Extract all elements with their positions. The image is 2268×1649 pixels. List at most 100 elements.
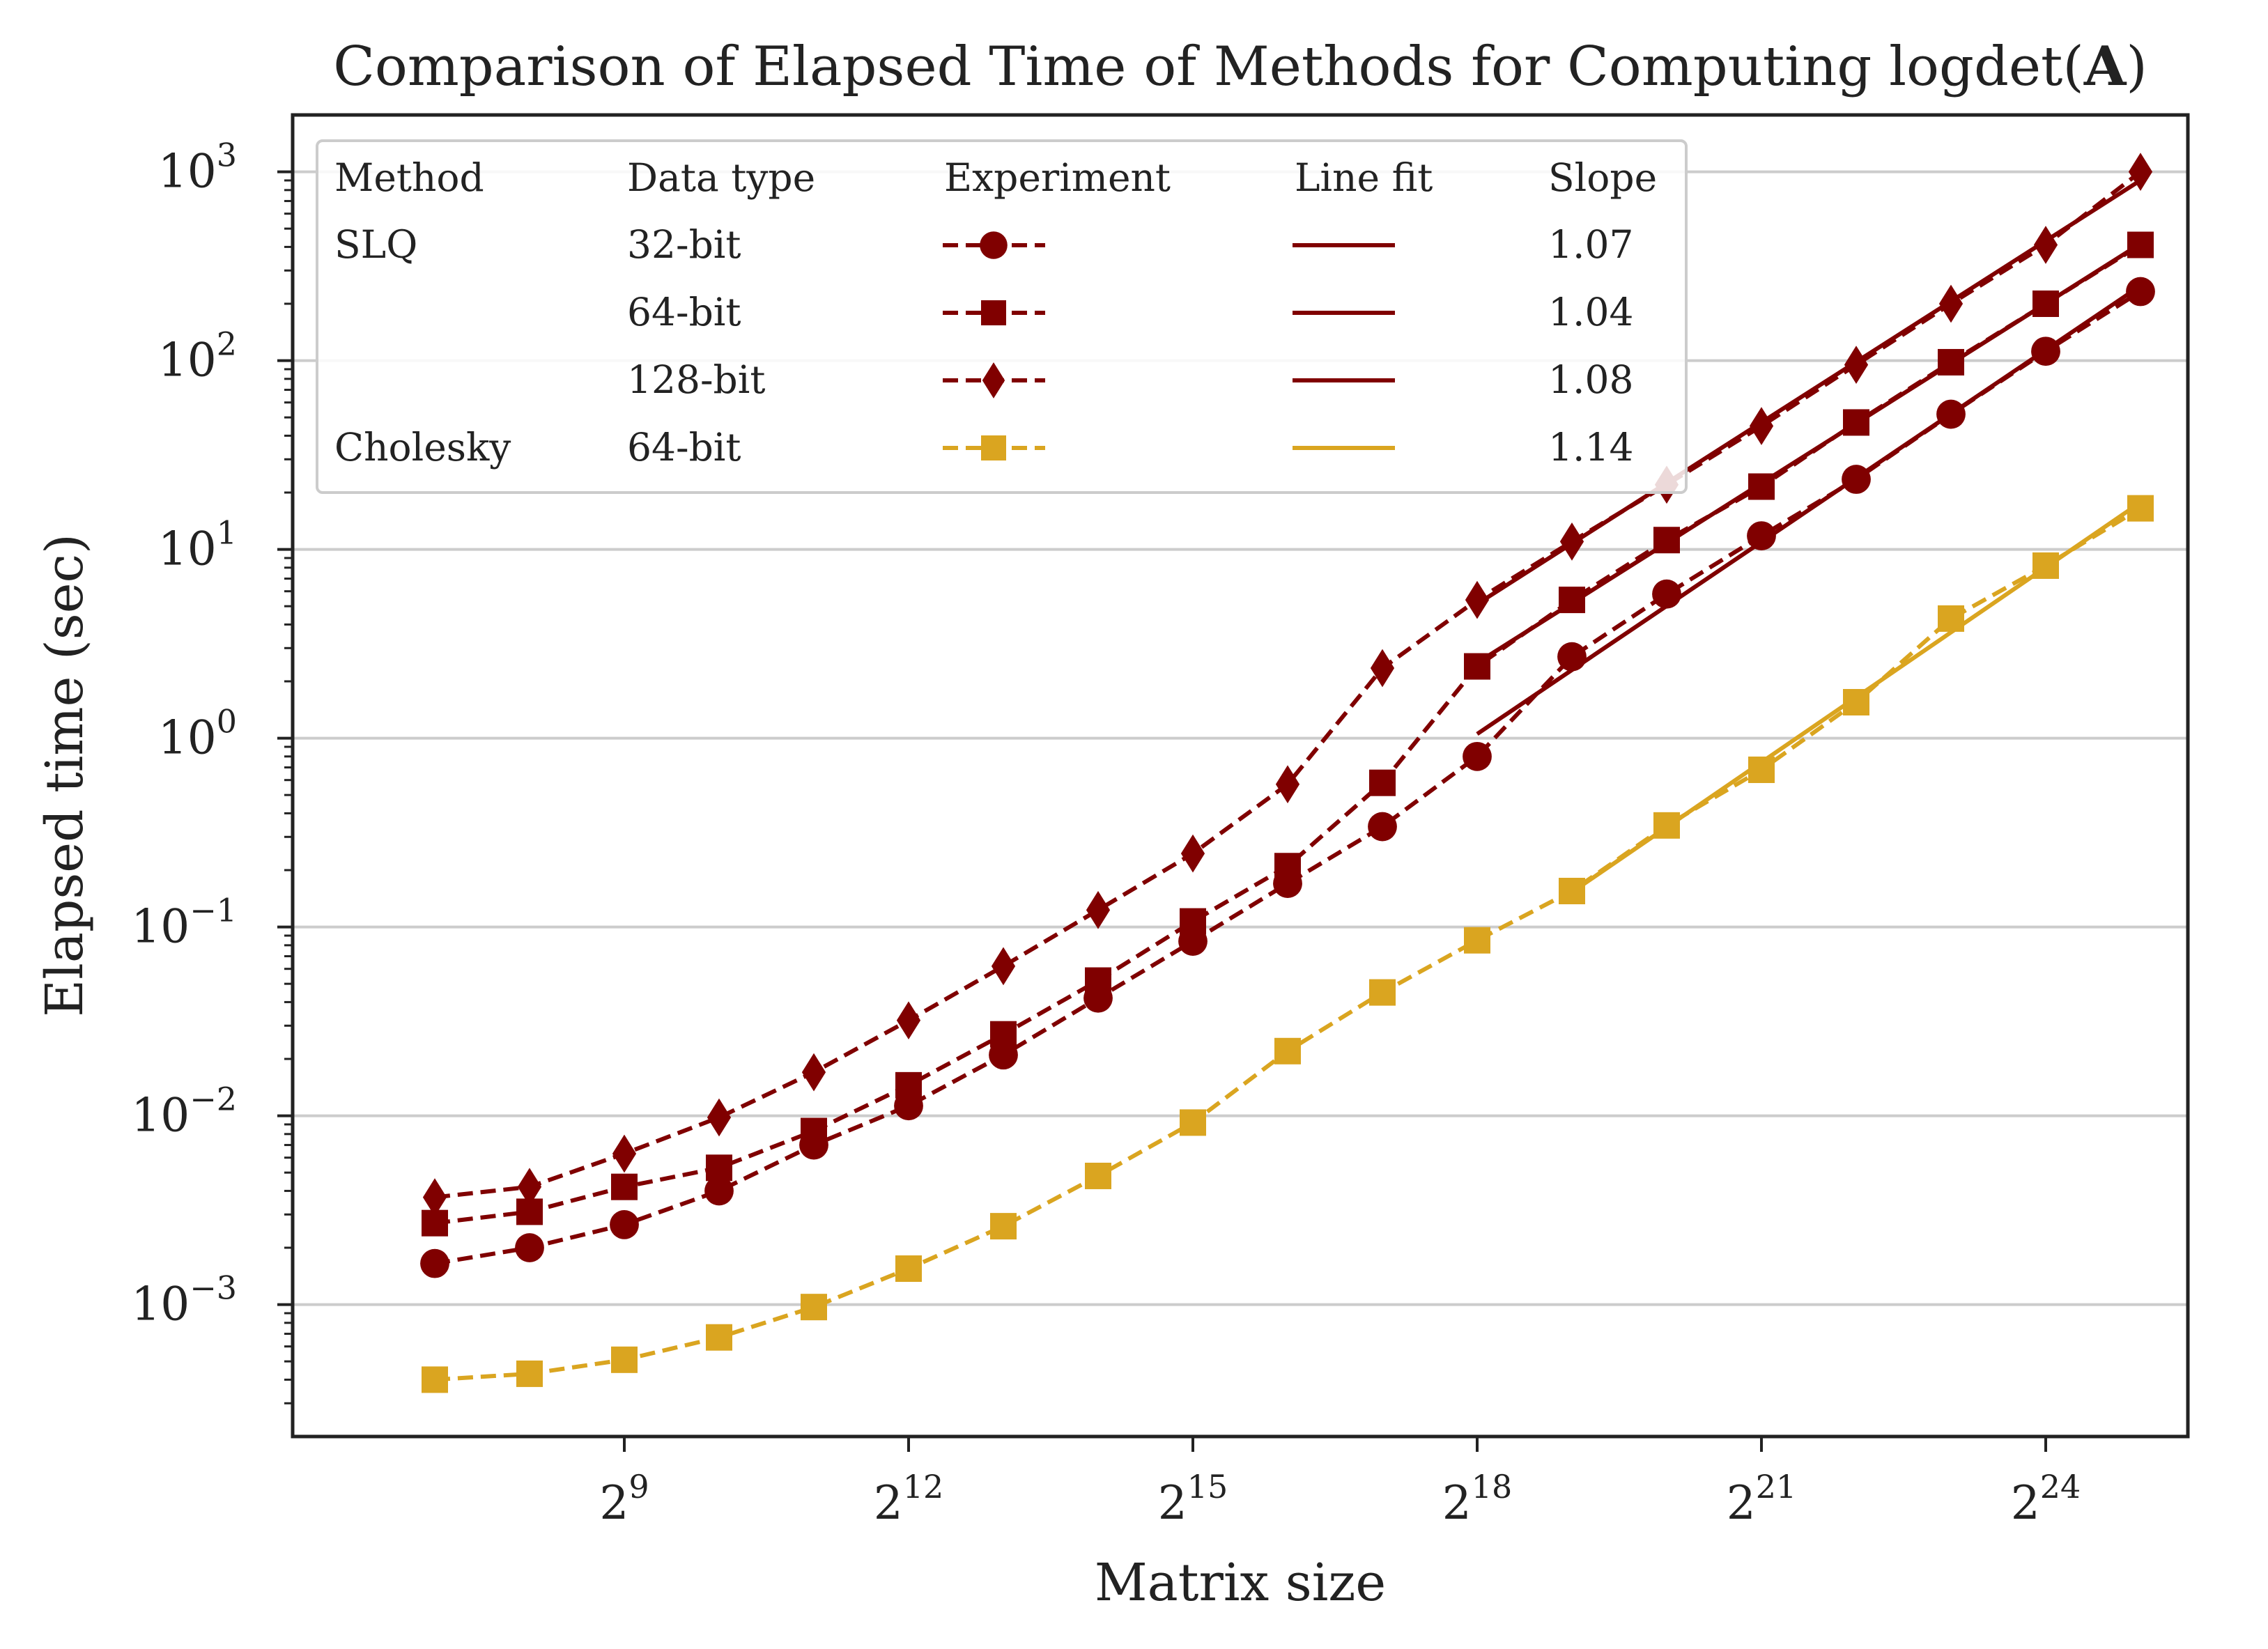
data-point <box>1085 967 1111 994</box>
data-point <box>1653 527 1680 554</box>
series-line <box>434 506 2142 1382</box>
y-tick-label: 10−3 <box>131 1269 237 1331</box>
data-point <box>989 1040 1018 1070</box>
data-point <box>1369 769 1396 796</box>
legend-slope: 1.08 <box>1548 357 1633 402</box>
data-point <box>1748 473 1775 500</box>
data-point <box>707 1098 732 1137</box>
data-point <box>1180 1109 1206 1136</box>
data-point <box>1369 979 1396 1006</box>
data-point <box>990 1021 1017 1048</box>
series-1 <box>422 231 2154 1237</box>
data-point <box>1748 756 1775 783</box>
data-point <box>895 1255 922 1282</box>
x-tick-label: 224 <box>2011 1468 2081 1530</box>
legend-slope: 1.14 <box>1548 425 1633 470</box>
data-point <box>706 1154 732 1182</box>
data-point <box>896 1001 921 1040</box>
legend-experiment-marker <box>981 435 1006 460</box>
legend-slope: 1.04 <box>1548 290 1633 334</box>
y-tick-label: 10−2 <box>131 1081 237 1143</box>
data-point <box>1370 649 1395 688</box>
data-point <box>1843 688 1869 715</box>
x-axis: 29 212 215 218 221 224 <box>599 1437 2081 1530</box>
data-point <box>2128 153 2153 191</box>
legend-header: Experiment <box>944 155 1171 200</box>
data-point <box>422 1178 447 1216</box>
legend-method: Cholesky <box>334 425 511 470</box>
data-point <box>1652 579 1681 609</box>
chart-title: Comparison of Elapsed Time of Methods fo… <box>333 35 2147 98</box>
data-point <box>612 1134 637 1173</box>
data-point <box>1938 284 1964 323</box>
data-point <box>2033 226 2058 264</box>
x-tick-label: 218 <box>1442 1468 1513 1530</box>
data-point <box>1559 522 1584 561</box>
data-point <box>1938 348 1964 376</box>
data-point <box>706 1324 732 1351</box>
data-point <box>1465 580 1490 619</box>
data-point <box>2031 336 2060 366</box>
legend-method: SLQ <box>334 222 417 267</box>
legend-experiment-marker <box>981 300 1006 325</box>
data-point <box>1274 853 1301 880</box>
data-point <box>2127 495 2154 522</box>
y-tick-label: 100 <box>158 703 237 765</box>
data-point <box>1274 1037 1301 1065</box>
data-point <box>990 1213 1017 1240</box>
data-point <box>1464 653 1490 680</box>
y-tick-label: 10−1 <box>131 892 237 954</box>
x-tick-label: 29 <box>599 1468 649 1530</box>
x-axis-label: Matrix size <box>1095 1553 1386 1613</box>
legend-header: Line fit <box>1295 155 1433 200</box>
data-point <box>2127 231 2154 258</box>
data-point <box>1180 908 1206 935</box>
data-point <box>704 1176 734 1206</box>
data-point <box>515 1233 544 1262</box>
y-tick-label: 102 <box>158 325 237 387</box>
data-point <box>1559 877 1585 904</box>
data-point <box>801 1053 826 1092</box>
y-axis: 10−3 10−2 10−1 100 101 102 103 <box>131 137 293 1404</box>
data-point <box>1368 812 1397 842</box>
series-0 <box>420 277 2155 1278</box>
y-tick-label: 103 <box>158 137 237 199</box>
data-point <box>2032 552 2059 579</box>
data-point <box>895 1071 922 1099</box>
legend-header: Slope <box>1548 155 1657 200</box>
legend-data-type: 128-bit <box>627 357 765 402</box>
data-point <box>420 1248 449 1278</box>
legend-experiment-marker <box>980 231 1008 259</box>
legend-data-type: 64-bit <box>627 290 741 334</box>
data-point <box>1559 587 1585 614</box>
legend-header: Data type <box>627 155 815 200</box>
legend-data-type: 32-bit <box>627 222 741 267</box>
data-point <box>610 1209 639 1239</box>
x-tick-label: 212 <box>874 1468 944 1530</box>
x-tick-label: 221 <box>1727 1468 1797 1530</box>
data-point <box>1085 1162 1111 1189</box>
plot-frame <box>291 113 2190 1439</box>
data-point <box>517 1168 542 1207</box>
legend-experiment-marker <box>982 362 1005 398</box>
data-point <box>1938 605 1964 632</box>
data-point <box>1653 812 1680 839</box>
data-point <box>1843 409 1869 436</box>
data-point <box>516 1360 543 1387</box>
fit-line <box>1476 178 2142 606</box>
y-tick-label: 101 <box>158 514 237 576</box>
data-point <box>1275 765 1300 804</box>
x-tick-label: 215 <box>1158 1468 1228 1530</box>
legend-header: Method <box>334 155 484 200</box>
data-point <box>1464 927 1490 954</box>
data-point <box>1842 465 1871 494</box>
data-point <box>1557 642 1587 672</box>
data-point <box>801 1117 827 1145</box>
y-axis-label: Elapsed time (sec) <box>35 534 95 1017</box>
data-point <box>611 1173 638 1200</box>
data-point <box>1844 346 1869 384</box>
data-point <box>611 1346 638 1373</box>
data-point <box>2032 291 2059 317</box>
data-point <box>801 1294 827 1321</box>
